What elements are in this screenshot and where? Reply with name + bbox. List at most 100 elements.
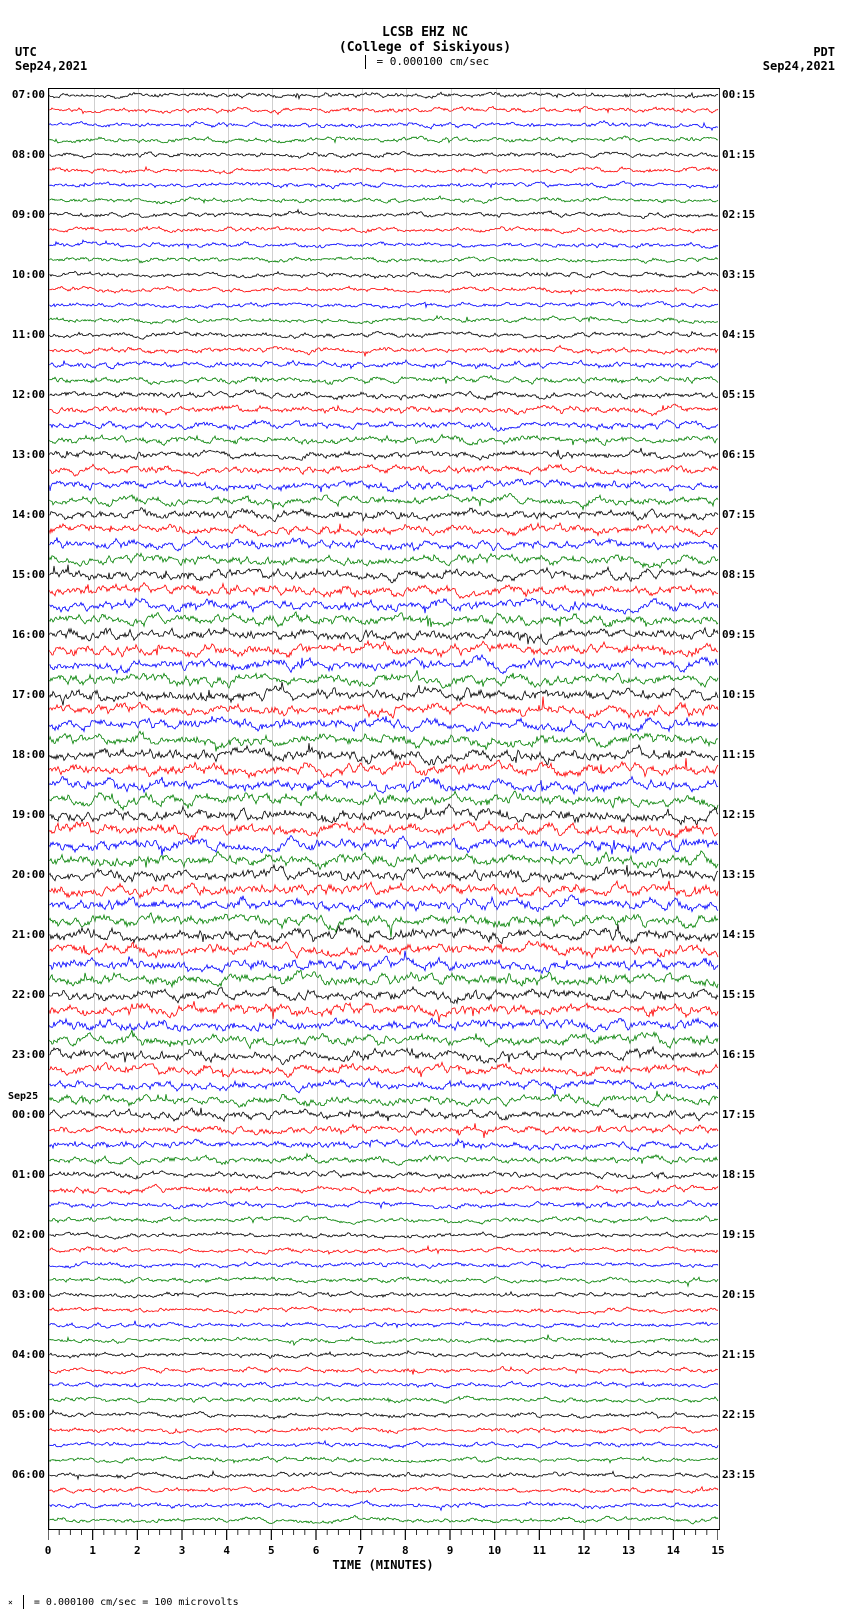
seismic-trace [49,598,718,614]
pdt-hour-label: 19:15 [722,1228,762,1241]
grid-line [94,89,95,1529]
tz-left-label: UTC [15,45,87,59]
seismic-trace [49,196,718,204]
seismic-trace [49,895,718,912]
seismic-trace [49,464,718,476]
seismic-trace [49,523,718,537]
seismic-trace [49,612,718,627]
seismic-trace [49,777,718,794]
pdt-hour-label: 13:15 [722,868,762,881]
seismic-trace [49,1441,718,1449]
x-tick-label: 12 [577,1544,590,1557]
utc-hour-label: 11:00 [5,328,45,341]
grid-line [228,89,229,1529]
seismic-trace [49,1427,718,1434]
seismic-trace [49,227,718,234]
seismic-trace [49,951,718,974]
tz-right-block: PDT Sep24,2021 [763,45,835,73]
seismic-trace [49,627,718,644]
pdt-hour-label: 04:15 [722,328,762,341]
seismic-trace [49,1277,718,1286]
tz-left-block: UTC Sep24,2021 [15,45,87,73]
seismic-trace [49,390,718,400]
utc-hour-label: 14:00 [5,508,45,521]
utc-hour-label: 02:00 [5,1228,45,1241]
pdt-hour-label: 17:15 [722,1108,762,1121]
seismic-trace [49,881,718,898]
seismic-trace [49,1351,718,1359]
seismic-trace [49,565,718,583]
seismic-trace [49,804,718,825]
x-tick-label: 7 [357,1544,364,1557]
utc-hour-label: 08:00 [5,148,45,161]
seismic-trace [49,479,718,492]
seismic-trace [49,493,718,509]
seismic-trace [49,301,718,308]
pdt-hour-label: 07:15 [722,508,762,521]
grid-line [674,89,675,1529]
seismic-trace [49,1291,718,1298]
seismic-trace [49,1108,718,1121]
seismic-trace [49,181,718,189]
seismic-trace [49,731,718,751]
grid-line [317,89,318,1529]
seismic-trace [49,987,718,1004]
utc-hour-label: 13:00 [5,448,45,461]
seismic-trace [49,836,718,856]
seismic-trace [49,583,718,599]
seismic-trace [49,136,718,143]
seismic-trace [49,1091,718,1107]
tz-right-date: Sep24,2021 [763,59,835,73]
x-axis-title: TIME (MINUTES) [332,1558,433,1572]
traces-svg [49,89,719,1529]
x-tick-label: 3 [179,1544,186,1557]
seismic-trace [49,1515,718,1524]
seismic-trace [49,821,718,842]
utc-hour-label: 15:00 [5,568,45,581]
seismic-trace [49,655,718,674]
seismic-trace [49,1262,718,1269]
scale-note: = 0.000100 cm/sec [0,55,850,69]
pdt-hour-label: 12:15 [722,808,762,821]
seismic-trace [49,107,718,115]
seismogram-container: UTC Sep24,2021 PDT Sep24,2021 LCSB EHZ N… [0,0,850,1613]
seismic-trace [49,1501,718,1511]
pdt-hour-label: 02:15 [722,208,762,221]
seismic-trace [49,791,718,810]
seismic-trace [49,346,718,357]
utc-hour-label: 20:00 [5,868,45,881]
grid-line [496,89,497,1529]
seismic-trace [49,1030,718,1049]
grid-line [630,89,631,1529]
pdt-hour-label: 03:15 [722,268,762,281]
pdt-hour-label: 10:15 [722,688,762,701]
seismic-trace [49,1410,718,1419]
seismic-trace [49,670,718,688]
footer-note: × = 0.000100 cm/sec = 100 microvolts [8,1595,239,1609]
seismic-trace [49,1321,718,1329]
seismic-trace [49,121,718,130]
seismic-trace [49,331,718,339]
seismic-trace [49,1184,718,1194]
utc-hour-label: 23:00 [5,1048,45,1061]
pdt-hour-label: 18:15 [722,1168,762,1181]
seismic-trace [49,1170,718,1179]
seismic-trace [49,743,718,765]
seismic-trace [49,1062,718,1077]
seismic-trace [49,758,718,778]
seismic-trace [49,970,718,987]
utc-hour-label: 12:00 [5,388,45,401]
grid-line [362,89,363,1529]
seismic-trace [49,1154,718,1166]
seismic-trace [49,210,718,219]
seismic-trace [49,420,718,432]
pdt-hour-label: 09:15 [722,628,762,641]
utc-hour-label: 16:00 [5,628,45,641]
seismic-trace [49,1367,718,1375]
utc-hour-label: 10:00 [5,268,45,281]
plot-area [48,88,720,1530]
seismic-trace [49,508,718,522]
utc-hour-label: 01:00 [5,1168,45,1181]
seismic-trace [49,1232,718,1239]
seismic-trace [49,1471,718,1479]
